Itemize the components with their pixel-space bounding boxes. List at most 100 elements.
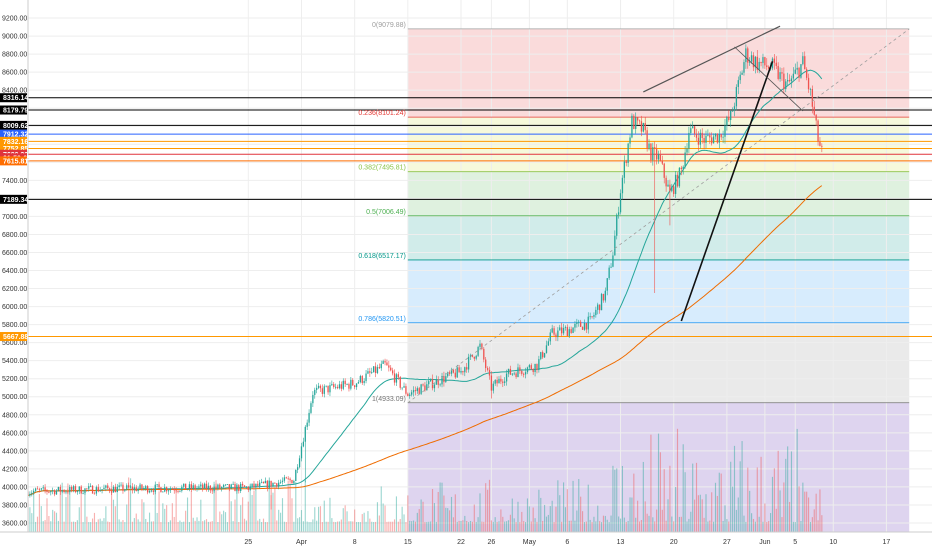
volume-bar xyxy=(610,515,612,532)
candle-body xyxy=(517,367,519,377)
candle-body xyxy=(730,110,732,121)
candle-body xyxy=(665,177,667,187)
volume-bar xyxy=(599,521,601,532)
candle-body xyxy=(441,375,443,385)
volume-bar xyxy=(707,521,709,532)
volume-bar xyxy=(770,513,772,532)
candle-body xyxy=(281,480,284,482)
volume-bar xyxy=(773,468,775,532)
candle-body xyxy=(245,486,248,488)
candle-body xyxy=(291,479,293,484)
volume-bar xyxy=(766,522,768,532)
candle-body xyxy=(84,488,86,494)
volume-bar xyxy=(673,521,675,532)
candle-body xyxy=(241,483,244,486)
candle-body xyxy=(566,327,569,337)
candle-body xyxy=(534,363,536,373)
candle-body xyxy=(321,388,324,394)
volume-bar xyxy=(593,516,595,532)
candle-body xyxy=(310,403,312,413)
volume-bar xyxy=(485,483,487,532)
volume-bar xyxy=(500,509,502,532)
candle-body xyxy=(74,486,77,493)
volume-bar xyxy=(164,508,166,532)
volume-bar xyxy=(118,519,120,532)
candle-body xyxy=(221,487,223,489)
volume-bar xyxy=(646,513,648,532)
candle-body xyxy=(164,487,166,492)
volume-bar xyxy=(542,520,544,532)
candle-body xyxy=(617,212,620,215)
candle-body xyxy=(314,389,316,395)
candle-body xyxy=(481,343,483,349)
price-tick-label: 5600.00 xyxy=(2,340,27,347)
candle-body xyxy=(59,486,61,492)
volume-bar xyxy=(393,519,396,532)
candle-body xyxy=(344,380,346,385)
volume-bar xyxy=(745,521,747,532)
volume-bar xyxy=(650,434,652,532)
candle-body xyxy=(72,486,75,490)
volume-bar xyxy=(166,505,168,532)
candle-body xyxy=(749,61,751,63)
candle-body xyxy=(397,374,400,378)
candle-body xyxy=(192,485,194,489)
volume-bar xyxy=(185,510,187,532)
candle-body xyxy=(437,379,439,385)
candle-body xyxy=(384,361,386,363)
candle-body xyxy=(589,316,591,318)
volume-bar xyxy=(207,521,209,532)
candle-body xyxy=(716,133,719,143)
date-tick-label: 5 xyxy=(793,539,797,546)
candle-body xyxy=(758,61,760,70)
candle-body xyxy=(811,89,814,107)
candle-body xyxy=(576,322,578,324)
volume-bar xyxy=(663,469,665,532)
candle-body xyxy=(336,386,339,389)
volume-bar xyxy=(344,505,346,532)
volume-bar xyxy=(604,515,606,532)
volume-bar xyxy=(59,489,61,532)
volume-bar xyxy=(787,446,789,532)
candle-body xyxy=(747,48,749,63)
volume-bar xyxy=(186,497,189,532)
volume-bar xyxy=(566,489,568,532)
candle-body xyxy=(372,366,375,373)
candle-body xyxy=(357,382,360,384)
candle-body xyxy=(112,486,115,493)
volume-bar xyxy=(623,517,625,532)
volume-bar xyxy=(606,519,608,532)
candle-body xyxy=(285,477,287,479)
volume-bar xyxy=(257,520,259,532)
volume-bar xyxy=(576,510,578,532)
volume-bar xyxy=(93,512,96,532)
volume-bar xyxy=(513,518,515,532)
volume-bar xyxy=(414,521,416,532)
candle-body xyxy=(363,380,365,383)
candle-body xyxy=(52,490,54,492)
price-tick-label: 5400.00 xyxy=(2,358,27,365)
candle-body xyxy=(194,485,196,490)
volume-bar xyxy=(418,509,420,532)
volume-bar xyxy=(67,483,69,532)
candle-body xyxy=(766,65,768,67)
candle-body xyxy=(424,385,426,391)
candle-body xyxy=(243,485,246,487)
volume-bar xyxy=(659,452,661,532)
candle-body xyxy=(55,490,58,495)
candle-body xyxy=(492,383,494,391)
volume-bar xyxy=(238,522,240,532)
volume-bar xyxy=(280,512,282,532)
volume-bar xyxy=(249,484,251,532)
candle-body xyxy=(638,120,641,122)
ma-fast-line xyxy=(27,69,823,497)
price-tick-label: 5200.00 xyxy=(2,376,27,383)
candle-body xyxy=(673,186,675,194)
volume-bar xyxy=(336,521,339,532)
candle-body xyxy=(559,327,561,331)
trendline xyxy=(734,46,804,112)
candle-body xyxy=(593,315,595,317)
volume-bar xyxy=(342,508,344,532)
volume-bar xyxy=(50,521,52,532)
